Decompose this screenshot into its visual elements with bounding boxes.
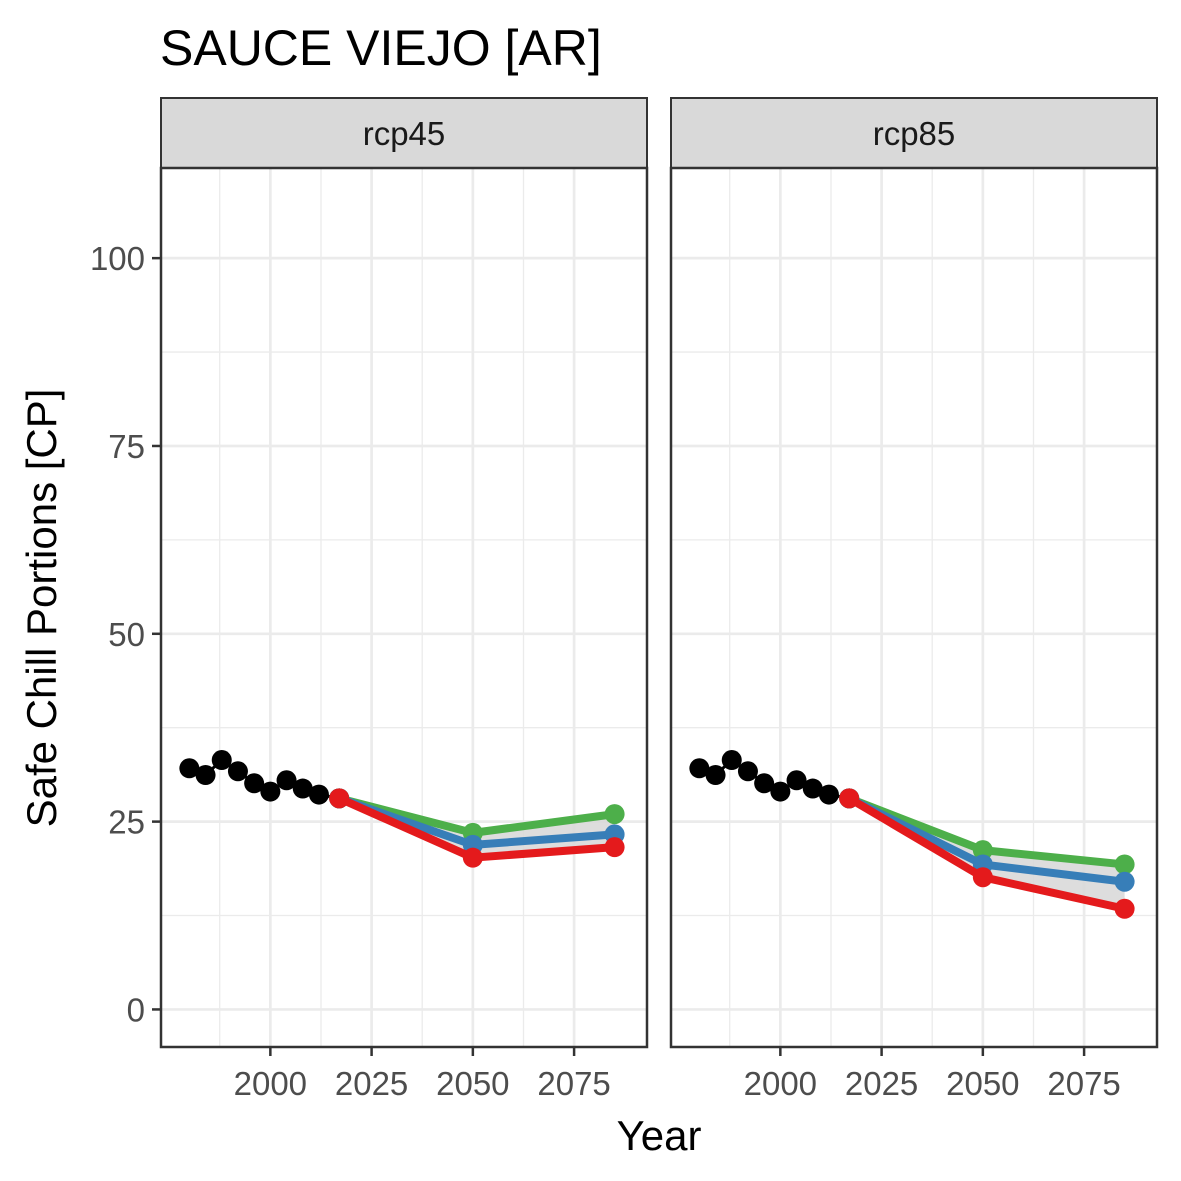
historic-point — [770, 781, 791, 802]
facet-panels: rcp45 2000 2025 2050 2075 0 25 50 75 100 rcp85 2000… — [90, 97, 1159, 1102]
y-tick-label: 100 — [90, 240, 145, 277]
historic-point — [721, 750, 742, 771]
historic-point — [689, 758, 710, 779]
panel-rcp45: rcp45 2000 2025 2050 2075 0 25 50 75 100 — [90, 97, 649, 1102]
y-tick-label: 50 — [108, 616, 145, 653]
series-point-optimistic — [1114, 854, 1135, 875]
series-point-pessimistic — [972, 867, 993, 888]
historic-point — [818, 784, 839, 805]
historic-point — [308, 784, 329, 805]
y-axis-title: Safe Chill Portions [CP] — [18, 389, 65, 828]
x-axis-title: Year — [617, 1112, 702, 1159]
x-tick-label: 2075 — [1047, 1065, 1120, 1102]
historic-point — [292, 778, 313, 799]
historic-point — [227, 761, 248, 782]
strip-rcp45 — [160, 97, 648, 169]
x-tick-label: 2000 — [234, 1065, 307, 1102]
series-point-pessimistic — [462, 847, 483, 868]
historic-point — [754, 773, 775, 794]
historic-point — [705, 765, 726, 786]
strip-label: rcp85 — [873, 115, 956, 152]
y-tick-label: 25 — [108, 804, 145, 841]
historic-point — [276, 770, 297, 791]
series-point-optimistic — [604, 804, 625, 825]
x-tick-label: 2075 — [537, 1065, 610, 1102]
series-point-pessimistic — [329, 788, 350, 809]
historic-point — [802, 778, 823, 799]
series-point-pessimistic — [839, 788, 860, 809]
series-point-pessimistic — [1114, 898, 1135, 919]
series-point-optimistic — [972, 840, 993, 861]
panel-border — [669, 166, 1159, 1049]
series-point-intermediate — [1114, 871, 1135, 892]
historic-point — [244, 773, 265, 794]
panel-border — [159, 166, 649, 1049]
x-tick-label: 2025 — [335, 1065, 408, 1102]
historic-point — [786, 770, 807, 791]
historic-point — [737, 761, 758, 782]
x-tick-label: 2050 — [946, 1065, 1019, 1102]
series-point-pessimistic — [604, 837, 625, 858]
historic-point — [211, 750, 232, 771]
x-tick-label: 2050 — [436, 1065, 509, 1102]
y-tick-label: 0 — [127, 991, 145, 1028]
chart-title: SAUCE VIEJO [AR] — [160, 20, 602, 76]
x-tick-label: 2025 — [845, 1065, 918, 1102]
panel-background — [161, 168, 647, 1047]
historic-point — [260, 781, 281, 802]
panel-rcp85: rcp85 2000 2025 2050 2075 — [669, 97, 1159, 1102]
strip-label: rcp45 — [363, 115, 446, 152]
historic-point — [195, 765, 216, 786]
historic-point — [179, 758, 200, 779]
x-tick-label: 2000 — [744, 1065, 817, 1102]
y-tick-label: 75 — [108, 428, 145, 465]
strip-rcp85 — [670, 97, 1158, 169]
